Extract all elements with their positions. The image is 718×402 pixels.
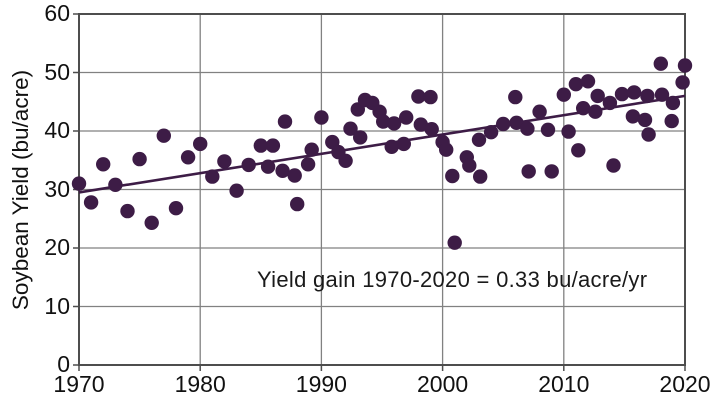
data-point [664, 113, 679, 129]
data-point [132, 151, 147, 167]
x-tick-label: 2010 [538, 371, 590, 397]
data-point [399, 110, 414, 125]
data-point [606, 158, 621, 173]
data-point [304, 142, 319, 157]
x-tick-label: 1980 [174, 371, 226, 397]
data-point [168, 201, 184, 216]
data-point [217, 154, 232, 169]
y-tick-label: 40 [44, 116, 70, 143]
data-point [386, 116, 402, 131]
data-point [384, 139, 399, 154]
data-point [156, 128, 171, 143]
data-point [376, 114, 391, 129]
data-point [314, 110, 329, 125]
data-point [496, 116, 511, 132]
data-point [640, 88, 655, 104]
x-tick-label: 2020 [659, 371, 711, 397]
data-point [653, 56, 668, 71]
y-tick-label: 50 [44, 58, 70, 85]
x-tick-label: 1970 [53, 371, 105, 397]
data-point [445, 168, 460, 184]
y-tick-label: 20 [44, 233, 70, 260]
data-point [144, 215, 159, 230]
data-point [626, 85, 642, 100]
data-point [300, 157, 316, 172]
data-point [120, 203, 135, 219]
trend-annotation: Yield gain 1970-2020 = 0.33 bu/acre/yr [257, 267, 648, 292]
data-point [602, 95, 618, 111]
data-point [423, 89, 438, 105]
data-point [396, 136, 411, 152]
data-point [561, 124, 576, 139]
data-point [462, 158, 477, 173]
data-point [287, 168, 302, 183]
data-point [540, 122, 556, 137]
data-point [71, 176, 87, 191]
data-point [193, 136, 208, 152]
data-point [343, 121, 358, 136]
data-point [509, 115, 524, 130]
data-point [353, 130, 368, 145]
data-point [580, 74, 596, 89]
y-tick-label: 60 [44, 0, 70, 26]
data-point [544, 164, 559, 179]
data-point [471, 132, 487, 147]
data-point [521, 164, 536, 179]
data-point [180, 150, 196, 165]
data-point [508, 89, 523, 105]
data-point [424, 122, 439, 137]
data-point [556, 87, 571, 102]
data-point [654, 87, 670, 102]
data-point [229, 183, 244, 198]
data-point [641, 127, 656, 142]
data-point [277, 114, 293, 129]
data-point [677, 58, 693, 73]
x-tick-label: 1990 [295, 371, 347, 397]
data-point [338, 153, 353, 168]
data-point [665, 95, 681, 111]
data-point [241, 157, 256, 173]
data-point [675, 75, 690, 90]
data-point [265, 138, 281, 153]
y-tick-label: 10 [44, 292, 70, 319]
data-point [571, 143, 586, 158]
y-tick-label: 0 [57, 350, 70, 377]
data-point [260, 159, 276, 174]
data-point [637, 112, 653, 128]
data-point [520, 121, 535, 136]
data-point [588, 104, 603, 119]
data-point [253, 138, 268, 153]
data-point [473, 169, 488, 184]
data-point [413, 117, 428, 132]
data-point [576, 101, 591, 116]
data-point [108, 177, 123, 192]
data-point [568, 77, 584, 92]
data-point [83, 195, 99, 210]
data-point [590, 88, 605, 104]
data-point [411, 89, 426, 104]
data-point [483, 125, 499, 140]
data-point [532, 104, 547, 119]
data-point [290, 196, 305, 212]
y-tick-label: 30 [44, 175, 70, 202]
data-point [96, 157, 111, 172]
data-point [447, 235, 462, 250]
data-point [275, 163, 290, 178]
x-tick-label: 2000 [417, 371, 469, 397]
data-point [625, 109, 641, 124]
data-point [439, 142, 454, 157]
data-point [614, 86, 630, 102]
data-point [205, 169, 220, 184]
